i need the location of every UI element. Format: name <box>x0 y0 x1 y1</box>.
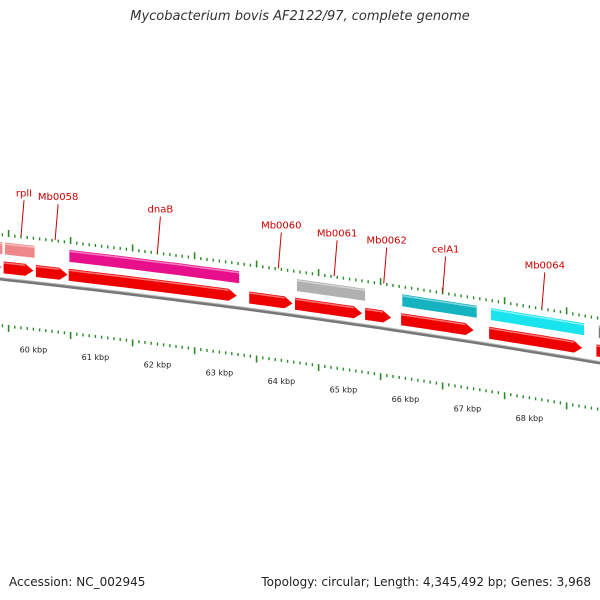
lower-gene-4 <box>249 291 293 309</box>
scale-labels: 60 kbp 61 kbp 62 kbp 63 kbp 64 kbp 65 kbp 66 k… <box>20 346 544 424</box>
lower-gene-4-highlight <box>249 292 285 299</box>
upper-gene-5 <box>491 308 584 336</box>
upper-gene-4 <box>402 294 477 318</box>
gene-labels: rplI Mb0058 dnaB Mb0060 Mb0061 Mb0062 celA1 Mb0… <box>16 188 565 309</box>
gene-leader-line <box>20 200 25 237</box>
kbp-label: 60 kbp <box>20 346 48 355</box>
lower-gene-3-highlight <box>68 269 229 292</box>
lower-gene-track <box>0 261 600 358</box>
kbp-label: 61 kbp <box>82 353 110 362</box>
gene-label: Mb0064 <box>525 260 565 271</box>
upper-gene-5-highlight <box>490 308 585 326</box>
lower-gene-3 <box>68 268 237 301</box>
upper-gene-1 <box>4 242 35 258</box>
upper-gene-0 <box>0 241 3 255</box>
lower-gene-8-highlight <box>488 327 575 343</box>
upper-gene-track <box>0 241 600 339</box>
gene-leader-line <box>277 232 282 269</box>
gene-leader-line <box>541 272 546 309</box>
kbp-label: 62 kbp <box>144 361 172 370</box>
lower-gene-5 <box>295 297 362 319</box>
gene-leader-line <box>383 247 388 284</box>
lower-gene-8 <box>489 326 583 353</box>
lower-gene-6 <box>365 307 392 323</box>
gene-label: celA1 <box>432 244 460 255</box>
genome-summary-text: Topology: circular; Length: 4,345,492 bp… <box>261 575 591 589</box>
gene-label: dnaB <box>148 205 174 216</box>
accession-text: Accession: NC_002945 <box>9 575 146 589</box>
gene-leader-line <box>156 216 161 253</box>
gene-leader-line <box>333 240 338 277</box>
upper-gene-3 <box>296 279 366 301</box>
lower-gene-1 <box>3 261 34 276</box>
gene-label: Mb0061 <box>317 228 357 239</box>
backbone-line <box>0 277 600 365</box>
lower-gene-2-highlight <box>35 265 60 270</box>
backbone-highlight <box>0 276 600 362</box>
kbp-label: 68 kbp <box>516 414 544 423</box>
gene-label: Mb0060 <box>261 220 301 231</box>
kbp-label: 64 kbp <box>268 377 296 386</box>
upper-gene-3-highlight <box>296 279 366 292</box>
lower-gene-1-highlight <box>3 262 26 267</box>
kbp-label: 65 kbp <box>330 386 358 395</box>
lower-gene-7-highlight <box>400 313 466 326</box>
upper-tick-marks <box>1 229 599 320</box>
lower-gene-6-highlight <box>364 308 384 313</box>
genome-backbone <box>0 276 600 365</box>
kbp-label: 66 kbp <box>392 395 420 404</box>
lower-gene-7 <box>401 313 474 335</box>
lower-gene-2 <box>35 265 68 280</box>
lower-gene-5-highlight <box>294 298 355 309</box>
lower-gene-9 <box>596 344 600 358</box>
scale-tick-marks <box>1 324 599 411</box>
lower-gene-0 <box>0 266 2 268</box>
upper-gene-2 <box>69 249 240 284</box>
gene-label: Mb0058 <box>38 192 78 203</box>
kbp-label: 67 kbp <box>454 404 482 413</box>
map-title: Mycobacterium bovis AF2122/97, complete … <box>130 9 470 24</box>
gene-leader-line <box>54 204 59 241</box>
kbp-label: 63 kbp <box>206 369 234 378</box>
gene-label: Mb0062 <box>366 236 406 247</box>
gene-leader-line <box>442 256 447 293</box>
upper-gene-1-highlight <box>4 243 35 249</box>
gene-label: rplI <box>16 188 32 199</box>
upper-gene-4-highlight <box>402 295 477 309</box>
upper-gene-2-highlight <box>69 250 240 274</box>
